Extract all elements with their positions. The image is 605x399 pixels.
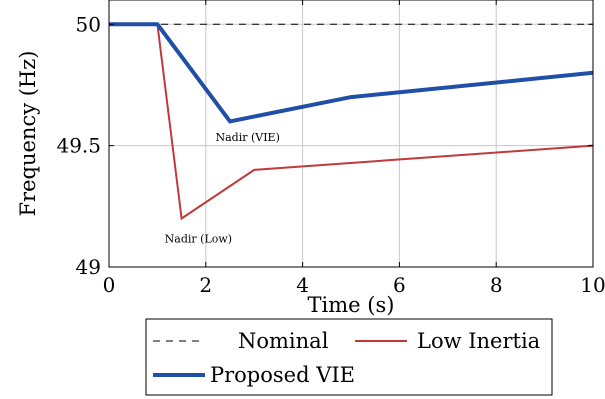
nadir-annotation: Nadir (VIE) [215, 131, 279, 144]
series-layer [109, 22, 594, 221]
legend: Nominal Low Inertia Proposed VIE [145, 318, 553, 396]
ticks: 0 2 4 6 8 10 49 49.5 50 [56, 0, 605, 297]
plot-frame [108, 0, 594, 268]
x-tick-label: 4 [296, 273, 309, 297]
x-tick-label: 0 [103, 273, 116, 297]
annotations: Nadir (VIE) Nadir (Low) [165, 131, 280, 246]
y-tick-label: 50 [76, 12, 101, 36]
x-tick-label: 8 [490, 273, 503, 297]
grid [109, 0, 593, 267]
x-tick-label: 6 [393, 273, 406, 297]
x-tick-label: 2 [199, 273, 212, 297]
legend-label-proposed-vie: Proposed VIE [210, 363, 355, 387]
y-axis-label: Frequency (Hz) [16, 50, 40, 216]
y-tick-label: 49 [76, 255, 101, 279]
legend-label-low-inertia: Low Inertia [417, 329, 540, 353]
nadir-annotation: Nadir (Low) [165, 233, 232, 246]
x-axis-label: Time (s) [308, 293, 395, 317]
x-tick-label: 10 [580, 273, 605, 297]
y-tick-label: 49.5 [56, 134, 101, 158]
legend-box [145, 318, 553, 396]
legend-label-nominal: Nominal [238, 329, 329, 353]
series-line-proposed-vie [109, 22, 594, 124]
